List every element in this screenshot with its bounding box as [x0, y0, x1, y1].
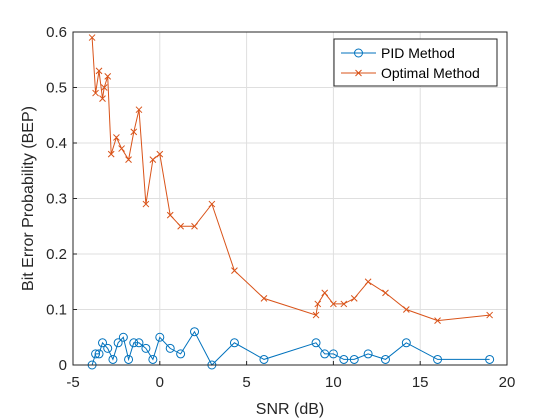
data-point-optimal-method [113, 134, 120, 141]
data-point-pid-method [94, 349, 104, 359]
data-point-optimal-method [486, 311, 493, 319]
x-tick-label: 5 [242, 374, 250, 391]
legend-marker-pid [354, 48, 363, 58]
data-point-pid-method [134, 338, 144, 348]
data-point-optimal-method [260, 295, 268, 302]
data-point-optimal-method [166, 211, 174, 219]
legend-marker-optimal [355, 69, 362, 77]
data-point-optimal-method [402, 306, 410, 313]
series-line-optimal-method [91, 37, 490, 322]
data-point-optimal-method [350, 295, 358, 302]
data-point-optimal-method [312, 311, 320, 319]
data-point-pid-method [155, 332, 165, 342]
x-tick-label: 0 [156, 374, 164, 391]
data-point-optimal-method [88, 34, 96, 41]
x-tick-label: -5 [66, 374, 79, 391]
data-point-pid-method [311, 338, 321, 348]
data-point-pid-method [380, 354, 390, 364]
data-point-pid-method [190, 327, 200, 337]
data-point-optimal-method [92, 89, 99, 97]
data-point-optimal-method [135, 106, 143, 114]
data-point-pid-method [148, 354, 158, 364]
data-point-optimal-method [177, 222, 184, 230]
y-tick-label: 0.1 [46, 302, 67, 319]
data-point-pid-method [320, 349, 330, 359]
y-tick-label: 0.2 [46, 246, 67, 263]
legend-label-pid: PID Method [381, 45, 455, 61]
y-tick-label: 0.4 [46, 135, 67, 152]
data-point-optimal-method [118, 145, 125, 152]
data-point-optimal-method [382, 289, 389, 297]
data-point-optimal-method [156, 150, 164, 158]
x-axis-label: SNR (dB) [256, 401, 324, 418]
data-point-pid-method [259, 354, 269, 364]
data-point-optimal-method [100, 84, 108, 91]
data-point-pid-method [433, 354, 443, 364]
data-point-pid-method [118, 332, 128, 342]
data-point-optimal-method [208, 200, 216, 208]
data-point-pid-method [363, 349, 373, 359]
data-point-optimal-method [142, 200, 150, 208]
data-point-pid-method [124, 354, 134, 364]
data-point-optimal-method [107, 150, 115, 158]
data-point-pid-method [176, 349, 186, 359]
data-point-optimal-method [99, 95, 106, 102]
y-tick-label: 0.3 [46, 191, 67, 208]
x-tick-label: 20 [499, 374, 516, 391]
data-point-optimal-method [314, 300, 322, 308]
data-point-optimal-method [321, 289, 329, 297]
data-point-optimal-method [191, 222, 198, 230]
data-point-optimal-method [95, 67, 103, 75]
data-point-pid-method [113, 338, 123, 348]
data-point-pid-method [401, 338, 411, 348]
data-point-pid-method [328, 349, 338, 359]
data-point-pid-method [485, 354, 495, 364]
data-point-pid-method [98, 338, 108, 348]
data-point-pid-method [103, 343, 113, 353]
data-point-optimal-method [434, 317, 441, 324]
data-point-pid-method [339, 354, 349, 364]
data-point-optimal-method [231, 267, 238, 275]
data-point-optimal-method [125, 156, 132, 164]
data-point-pid-method [229, 338, 239, 348]
y-tick-label: 0.6 [46, 24, 67, 41]
x-tick-label: 10 [325, 374, 342, 391]
series-line-pid-method [91, 330, 490, 366]
legend: PID Method Optimal Method [333, 38, 498, 87]
data-point-optimal-method [340, 300, 348, 308]
series-layer [87, 34, 495, 370]
y-axis-label: Bit Error Probability (BEP) [20, 106, 37, 291]
data-point-optimal-method [149, 156, 157, 164]
data-point-pid-method [165, 343, 175, 353]
data-point-optimal-method [364, 278, 372, 286]
legend-label-optimal: Optimal Method [381, 65, 480, 81]
legend-box [333, 38, 498, 87]
data-point-pid-method [91, 349, 101, 359]
x-tick-label: 15 [412, 374, 429, 391]
y-tick-label: 0.5 [46, 80, 67, 97]
data-point-optimal-method [130, 128, 138, 136]
data-point-optimal-method [330, 300, 337, 308]
y-tick-label: 0 [59, 357, 67, 374]
data-point-pid-method [129, 338, 139, 348]
data-point-optimal-method [104, 73, 112, 80]
data-point-pid-method [141, 343, 151, 353]
data-point-pid-method [349, 354, 359, 364]
data-point-pid-method [108, 354, 118, 364]
